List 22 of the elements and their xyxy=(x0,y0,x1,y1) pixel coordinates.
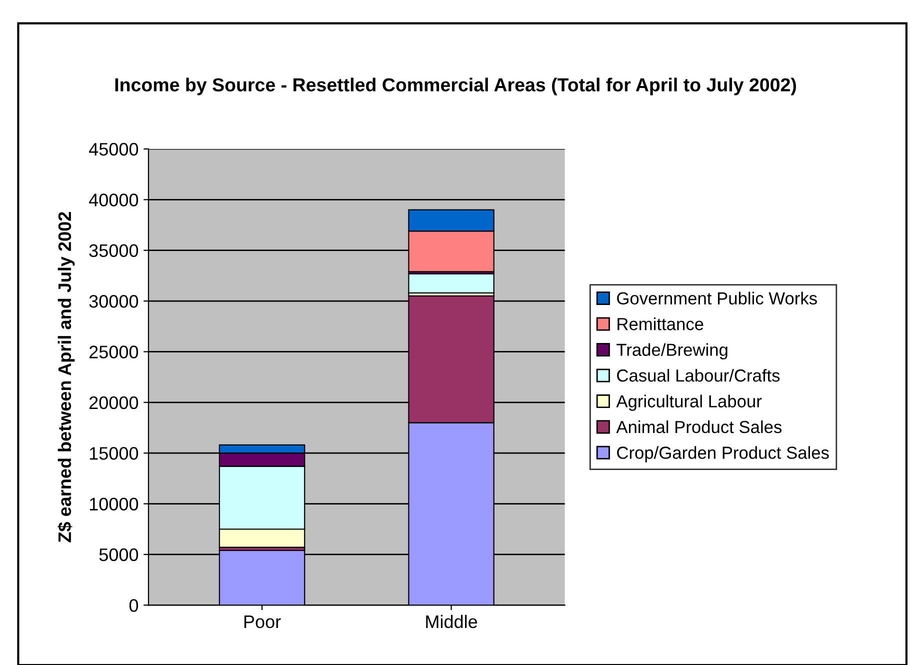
y-tick-label: 25000 xyxy=(89,346,138,358)
legend-label: Agricultural Labour xyxy=(616,394,762,411)
y-tick-label: 5000 xyxy=(99,548,138,562)
y-tick-label: 45000 xyxy=(88,142,138,156)
y-tick-label: 15000 xyxy=(90,447,138,460)
x-tick-label: Poor xyxy=(244,616,281,628)
legend-label: Remittance xyxy=(618,318,704,330)
legend-label: Trade/Brewing xyxy=(616,343,728,360)
y-axis-title: Z$ earned between April and July 2002 xyxy=(58,212,75,542)
bar xyxy=(408,273,494,294)
y-tick-label: 0 xyxy=(129,599,138,612)
y-tick-label: 20000 xyxy=(89,396,138,410)
legend-label: Animal Product Sales xyxy=(616,420,782,434)
chart-title: Income by Source - Resettled Commercial Areas (Total for April to July 2002) xyxy=(115,78,796,96)
y-tick-label: 35000 xyxy=(89,244,138,258)
y-tick-label: 40000 xyxy=(88,194,138,206)
y-tick-label: 30000 xyxy=(89,294,138,308)
legend-label: Crop/Garden Product Sales xyxy=(617,446,829,462)
y-tick-label: 10000 xyxy=(90,498,138,510)
legend-label: Casual Labour/Crafts xyxy=(617,368,780,382)
legend-label: Government Public Works xyxy=(617,292,817,305)
x-tick-label: Middle xyxy=(426,614,478,628)
